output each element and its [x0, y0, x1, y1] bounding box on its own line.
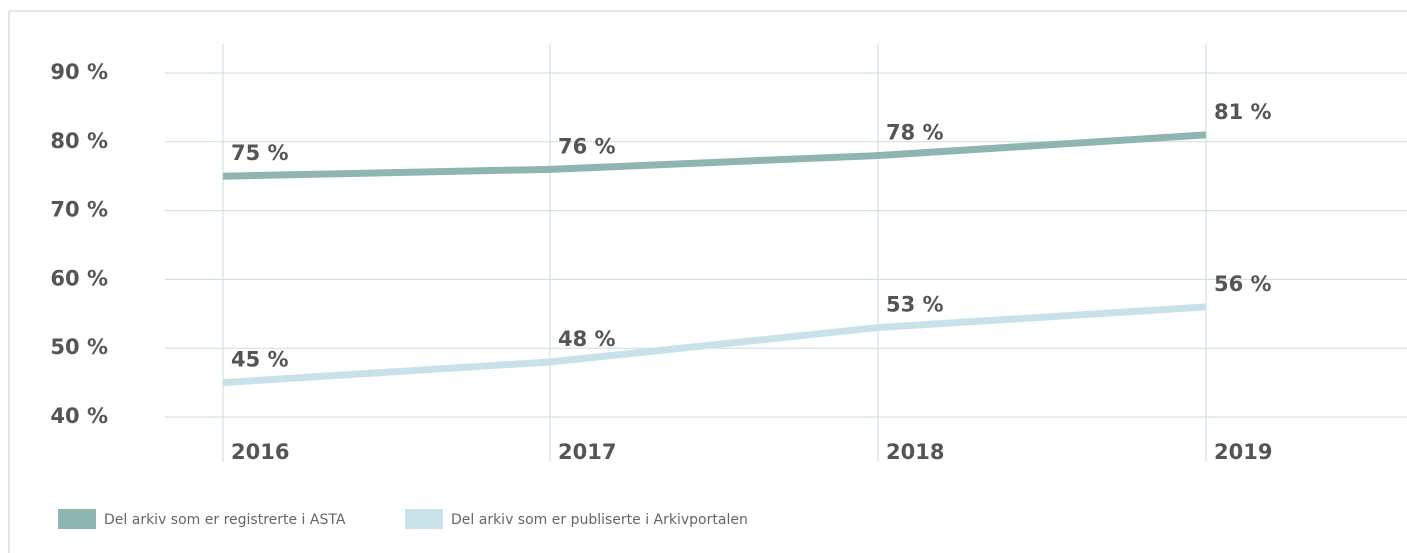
x-tick-label: 2019: [1214, 440, 1272, 464]
x-tick-label: 2016: [231, 440, 289, 464]
legend-swatch: [405, 509, 443, 529]
y-tick-label: 90 %: [50, 60, 108, 84]
data-label: 81 %: [1214, 100, 1272, 124]
data-label: 45 %: [231, 348, 289, 372]
legend-label: Del arkiv som er publiserte i Arkivporta…: [451, 512, 748, 528]
data-label: 76 %: [558, 134, 616, 158]
data-label: 48 %: [558, 327, 616, 351]
data-label: 75 %: [231, 141, 289, 165]
y-tick-label: 50 %: [50, 335, 108, 359]
x-tick-label: 2018: [886, 440, 944, 464]
data-label: 56 %: [1214, 272, 1272, 296]
y-tick-label: 70 %: [50, 198, 108, 222]
y-tick-label: 60 %: [50, 266, 108, 290]
data-label: 53 %: [886, 293, 944, 317]
data-label: 78 %: [886, 121, 944, 145]
legend-label: Del arkiv som er registrerte i ASTA: [104, 512, 346, 528]
y-tick-label: 80 %: [50, 129, 108, 153]
series-line: [222, 303, 1207, 387]
legend-swatch: [58, 509, 96, 529]
series-line: [222, 131, 1207, 180]
y-tick-label: 40 %: [50, 404, 108, 428]
x-tick-label: 2017: [558, 440, 616, 464]
